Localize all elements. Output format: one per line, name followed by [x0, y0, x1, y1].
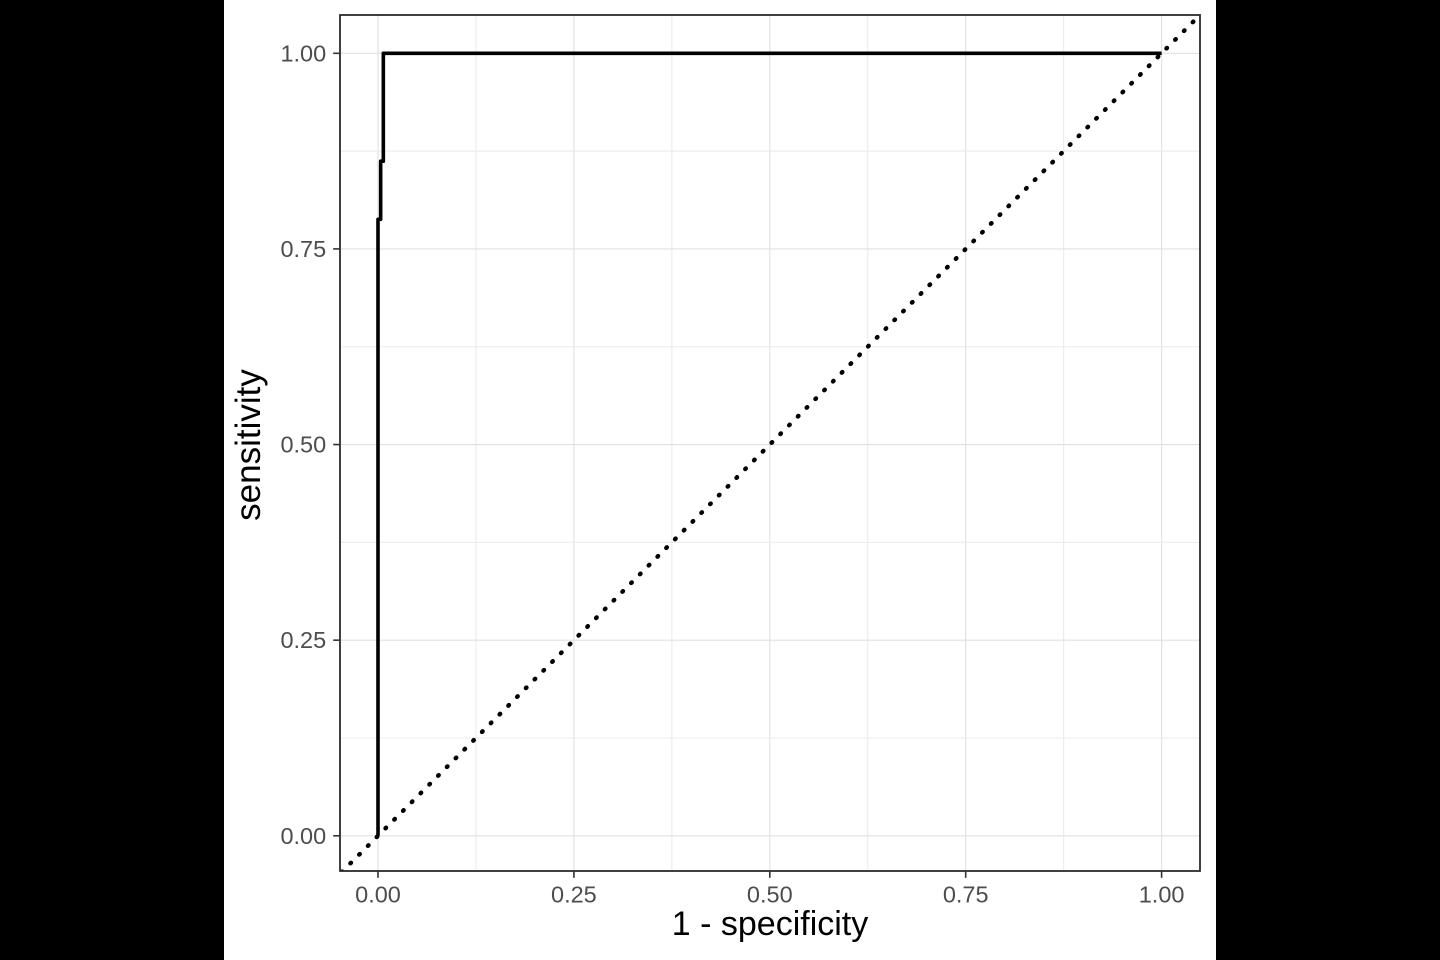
svg-text:1.00: 1.00 [1139, 882, 1185, 908]
svg-text:0.25: 0.25 [551, 882, 597, 908]
svg-text:0.75: 0.75 [280, 236, 326, 262]
svg-text:0.25: 0.25 [280, 627, 326, 653]
svg-text:0.00: 0.00 [355, 882, 401, 908]
svg-text:1 - specificity: 1 - specificity [672, 905, 869, 943]
svg-text:0.75: 0.75 [943, 882, 989, 908]
svg-text:0.50: 0.50 [747, 882, 793, 908]
svg-text:0.00: 0.00 [280, 823, 326, 849]
svg-text:1.00: 1.00 [280, 40, 326, 66]
svg-text:0.50: 0.50 [280, 432, 326, 458]
svg-text:sensitivity: sensitivity [229, 369, 268, 521]
